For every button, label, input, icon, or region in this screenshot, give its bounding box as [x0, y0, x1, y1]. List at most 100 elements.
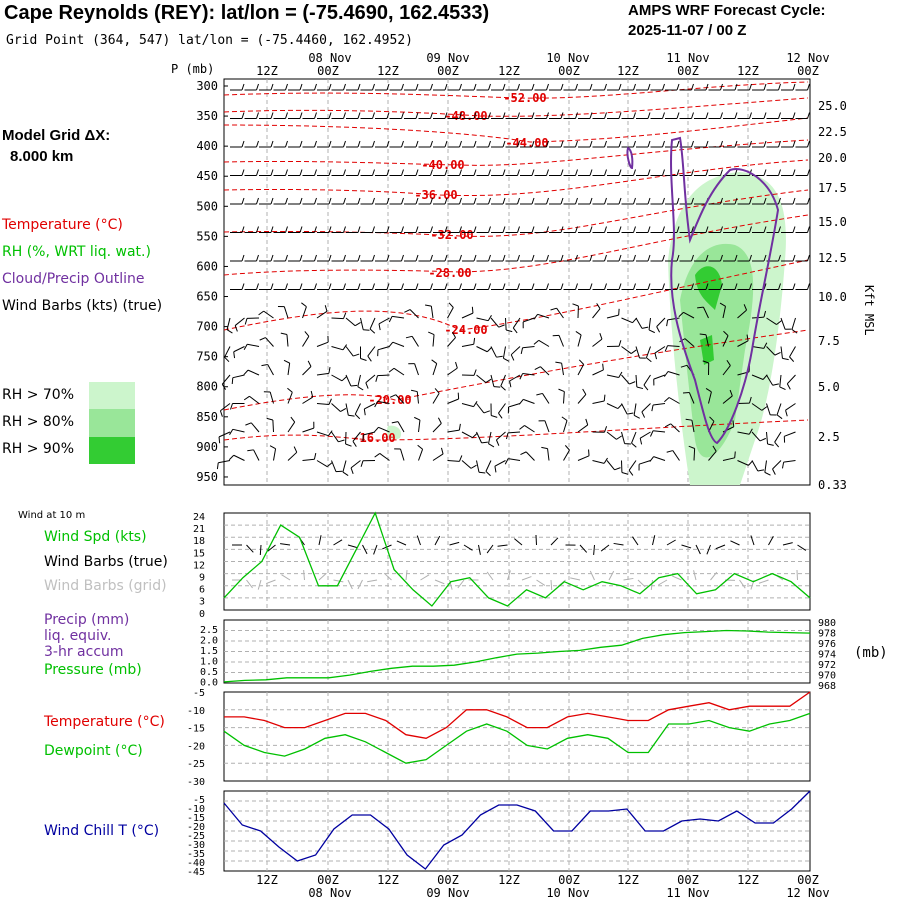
wind-ytick: 15 [193, 548, 205, 559]
rh90-region [695, 266, 722, 310]
wind-barb-flag [394, 448, 401, 450]
wind-barb-flag [430, 140, 433, 148]
wind-barb-staff [693, 570, 697, 581]
legend-pressure: Pressure (mb) [44, 662, 142, 678]
legend-wind-barbs-true: Wind Barbs (true) [44, 554, 168, 570]
wind-barb-flag [676, 226, 680, 233]
surface-wind-barb [631, 536, 639, 546]
kft-tick: 0.33 [818, 478, 847, 492]
wind-barb-flag [415, 169, 419, 176]
wind-barb-flag [662, 283, 665, 290]
wind-barb [766, 226, 781, 233]
wind-barb-staff [600, 544, 610, 552]
wind-barb-flag [517, 254, 520, 262]
wind-barb [621, 460, 629, 475]
wind-barb-flag [676, 83, 680, 91]
wind-barb-flag [357, 254, 361, 262]
wind-barb-staff [691, 420, 695, 433]
wind-barb [331, 169, 346, 176]
wind-barb-staff [730, 540, 740, 546]
precip-ytick: 0.5 [200, 667, 218, 678]
wind-barb-flag [776, 414, 783, 420]
wind-barb-flag [256, 226, 259, 233]
wind-barb-staff [606, 431, 617, 440]
wind-barb-flag [734, 112, 738, 119]
wind-barb [394, 448, 405, 461]
wind-barb-staff [287, 392, 293, 404]
wind-barb [766, 169, 781, 176]
wind-barb [534, 112, 549, 119]
wind-barb-staff [263, 310, 274, 319]
wind-barb-flag [365, 382, 369, 389]
wind-barb [621, 226, 636, 233]
wind-barb-flag [517, 112, 520, 119]
wind-barb [388, 315, 405, 323]
wind-barb-staff [490, 374, 495, 387]
wind-barb [538, 420, 550, 433]
wind-barb [621, 346, 637, 354]
wind-barb [231, 374, 245, 385]
wind-barb [331, 431, 345, 443]
wind-barb-flag [531, 197, 535, 205]
wind-barb-flag [604, 112, 607, 119]
wind-barb-staff [432, 453, 444, 461]
wind-barb-flag [459, 169, 462, 176]
wind-barb [606, 308, 620, 319]
wind-barb [723, 83, 738, 91]
wind-barb-flag [448, 302, 454, 308]
wind-barb [665, 226, 680, 233]
wind-barb-flag [517, 283, 520, 290]
surface-wind-barb [715, 544, 726, 550]
wind-barb-flag [618, 169, 622, 176]
wind-barb [781, 197, 796, 205]
wind-barb-flag [488, 283, 491, 290]
wind-barb-staff [695, 544, 701, 555]
wind-barb [360, 112, 375, 119]
wind-barb-flag [618, 283, 622, 290]
wind-barb-flag [354, 321, 361, 327]
wind-barb [288, 197, 303, 205]
wind-barb [230, 169, 245, 176]
surface-wind-barb [579, 544, 588, 553]
surface-grid-barb [367, 579, 378, 583]
wind-barb [575, 331, 582, 347]
wind-barb [679, 254, 694, 262]
wind-barb-flag [678, 312, 684, 318]
wind-barb-staff [628, 460, 637, 471]
temperature-contour [223, 189, 809, 237]
wind-barb [288, 254, 303, 262]
wind-barb-staff [362, 544, 368, 555]
wind-barb-flag [372, 140, 375, 148]
wind-barb [648, 317, 655, 334]
wind-barb [362, 431, 376, 442]
wind-barb [578, 140, 593, 148]
wind-barb [404, 197, 419, 205]
wind-barb-flag [256, 254, 259, 262]
cloud-outline-main [670, 136, 780, 445]
wind-barb-flag [662, 226, 665, 233]
pressure-tick: 400 [196, 139, 218, 153]
wind-barb-staff [302, 366, 312, 376]
wind-barb [795, 140, 810, 148]
wind-barb-flag [763, 197, 767, 205]
wind-barb-flag [241, 83, 245, 91]
wind-barb [520, 197, 535, 205]
wind-barb [563, 83, 578, 91]
wind-barb-flag [233, 351, 236, 359]
wind-barb-flag [455, 361, 458, 369]
wind-barb-flag [314, 83, 317, 91]
wind-barb-staff [523, 398, 535, 404]
wind-barb [476, 374, 492, 383]
wind-barb-staff [766, 431, 769, 444]
wind-barb [650, 254, 665, 262]
wind-barb-flag [324, 305, 328, 312]
wind-barb [578, 254, 593, 262]
rh90-region [700, 335, 714, 365]
wind-barb-flag [618, 140, 622, 148]
wind-barb-staff [535, 534, 537, 546]
wind-barb [288, 83, 303, 91]
wind-barb-flag [473, 112, 477, 119]
wind-barb-flag [401, 283, 404, 290]
wind-barb-staff [579, 544, 588, 553]
wind-barb [621, 83, 636, 91]
